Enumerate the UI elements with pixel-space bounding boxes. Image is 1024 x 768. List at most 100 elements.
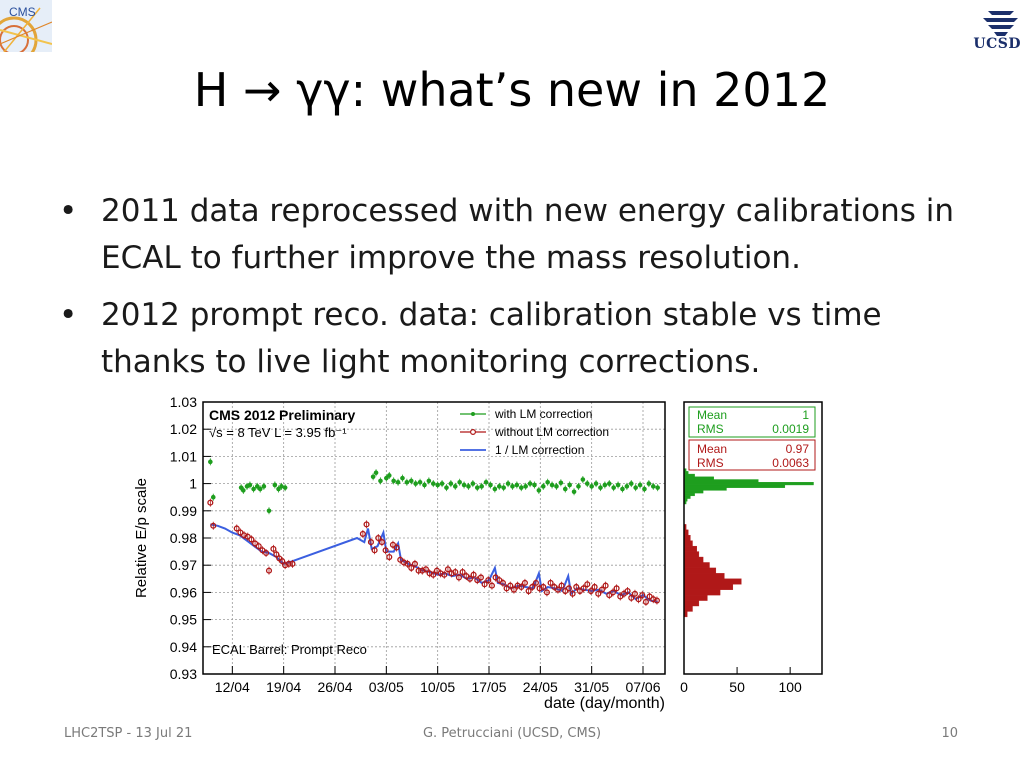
point-without-lm: [540, 583, 547, 591]
footer-author: G. Petrucciani (UCSD, CMS): [422, 726, 602, 741]
chart-subtitle: √s = 8 TeV L = 3.95 fb⁻¹: [209, 425, 347, 440]
point-with-lm: [593, 481, 599, 486]
x-tick-labels: 12/04 19/04 26/04 03/05 10/05 17/05 24/05 31/05…: [215, 679, 661, 695]
point-with-lm: [518, 485, 524, 490]
point-with-lm: [655, 485, 660, 490]
point-without-lm: [371, 547, 378, 554]
point-with-lm: [540, 484, 546, 489]
point-with-lm: [430, 481, 436, 486]
y-tick-label: 0.93: [170, 666, 197, 682]
point-with-lm: [633, 485, 638, 490]
hist-bar-with-lm: [683, 484, 786, 488]
point-with-lm: [474, 485, 480, 490]
point-with-lm: [452, 484, 458, 489]
chart-annotation: ECAL Barrel: Prompt Reco: [212, 642, 367, 657]
point-with-lm: [646, 481, 652, 486]
point-with-lm: [266, 508, 272, 514]
point-with-lm: [435, 482, 440, 488]
x-tick-label: 07/06: [625, 679, 660, 695]
point-without-lm: [255, 543, 262, 550]
point-without-lm: [265, 567, 273, 574]
hist-bar-without-lm: [683, 600, 700, 607]
y-tick-label: 0.95: [170, 612, 197, 628]
hist-bar-with-lm: [683, 479, 759, 483]
point-without-lm: [459, 568, 466, 576]
point-without-lm: [565, 585, 572, 592]
legend-dot-without-lm: [470, 428, 477, 435]
y-tick-label: 0.98: [170, 530, 197, 546]
point-without-lm: [613, 585, 620, 592]
point-without-lm: [285, 560, 292, 567]
point-without-lm: [444, 566, 451, 573]
point-without-lm: [404, 560, 411, 567]
point-with-lm: [251, 486, 256, 492]
hist-bar-without-lm: [683, 545, 697, 552]
hist-bar-without-lm: [683, 540, 693, 547]
point-with-lm: [514, 482, 520, 488]
hist-x-tick-label: 100: [778, 679, 802, 695]
hist-bar-without-lm: [683, 594, 708, 601]
point-with-lm: [457, 479, 462, 485]
point-with-lm: [210, 494, 216, 500]
point-with-lm: [589, 484, 594, 489]
point-without-lm: [422, 566, 429, 573]
stats-box-green: Mean 1 RMS 0.0019: [688, 406, 816, 438]
hist-bar-without-lm: [683, 562, 710, 569]
hist-bar-with-lm: [683, 495, 691, 499]
point-without-lm: [554, 586, 561, 593]
point-with-lm: [439, 481, 445, 486]
cms-logo-text: CMS: [9, 5, 36, 19]
point-without-lm: [521, 579, 528, 586]
hist-bar-without-lm: [683, 551, 700, 558]
point-with-lm: [558, 480, 564, 486]
point-without-lm: [639, 592, 646, 599]
point-without-lm: [408, 564, 415, 571]
point-with-lm: [261, 484, 267, 489]
point-without-lm: [635, 596, 642, 603]
point-without-lm: [359, 530, 366, 537]
y-tick-label: 1: [189, 476, 197, 492]
point-with-lm: [576, 484, 581, 489]
point-with-lm: [650, 484, 656, 489]
point-with-lm: [247, 482, 253, 488]
hist-bar-with-lm: [683, 492, 695, 497]
legend-label-without-lm: without LM correction: [494, 425, 609, 439]
hist-bar-without-lm: [683, 556, 704, 563]
y-tick-label: 0.99: [170, 503, 197, 519]
point-without-lm: [270, 545, 277, 552]
legend-label-lm-line: 1 / LM correction: [495, 443, 584, 457]
stats-rms-label: RMS: [697, 422, 724, 436]
bullet-text: 2011 data reprocessed with new energy ca…: [101, 193, 955, 276]
point-without-lm: [378, 539, 385, 546]
point-without-lm: [642, 598, 649, 605]
point-with-lm: [501, 485, 506, 490]
bullet-item: • 2011 data reprocessed with new energy c…: [55, 188, 995, 282]
bullet-dot-icon: •: [59, 193, 78, 229]
point-without-lm: [591, 583, 598, 591]
point-without-lm: [375, 534, 382, 542]
point-with-lm: [208, 459, 213, 465]
legend-label-with-lm: with LM correction: [494, 407, 592, 421]
y-tick-label: 1.02: [170, 421, 197, 437]
point-without-lm: [609, 589, 616, 596]
point-without-lm: [507, 582, 514, 589]
point-with-lm: [523, 484, 528, 489]
point-without-lm: [279, 558, 286, 565]
point-with-lm: [386, 473, 392, 478]
point-without-lm: [263, 549, 270, 557]
point-with-lm: [624, 484, 630, 489]
point-without-lm: [584, 581, 591, 588]
hist-x-tick-label: 0: [680, 679, 688, 695]
point-without-lm: [595, 590, 602, 597]
stats-mean-value: 1: [802, 408, 809, 422]
hist-bar-without-lm: [683, 573, 725, 580]
point-with-lm: [461, 482, 467, 488]
bullet-list: • 2011 data reprocessed with new energy c…: [55, 188, 995, 396]
point-with-lm: [400, 475, 405, 481]
x-tick-label: 17/05: [471, 679, 506, 695]
y-tick-label: 1.03: [170, 394, 197, 410]
point-with-lm: [470, 481, 476, 486]
point-without-lm: [653, 597, 660, 604]
point-with-lm: [602, 482, 608, 488]
x-tick-label: 19/04: [266, 679, 301, 695]
